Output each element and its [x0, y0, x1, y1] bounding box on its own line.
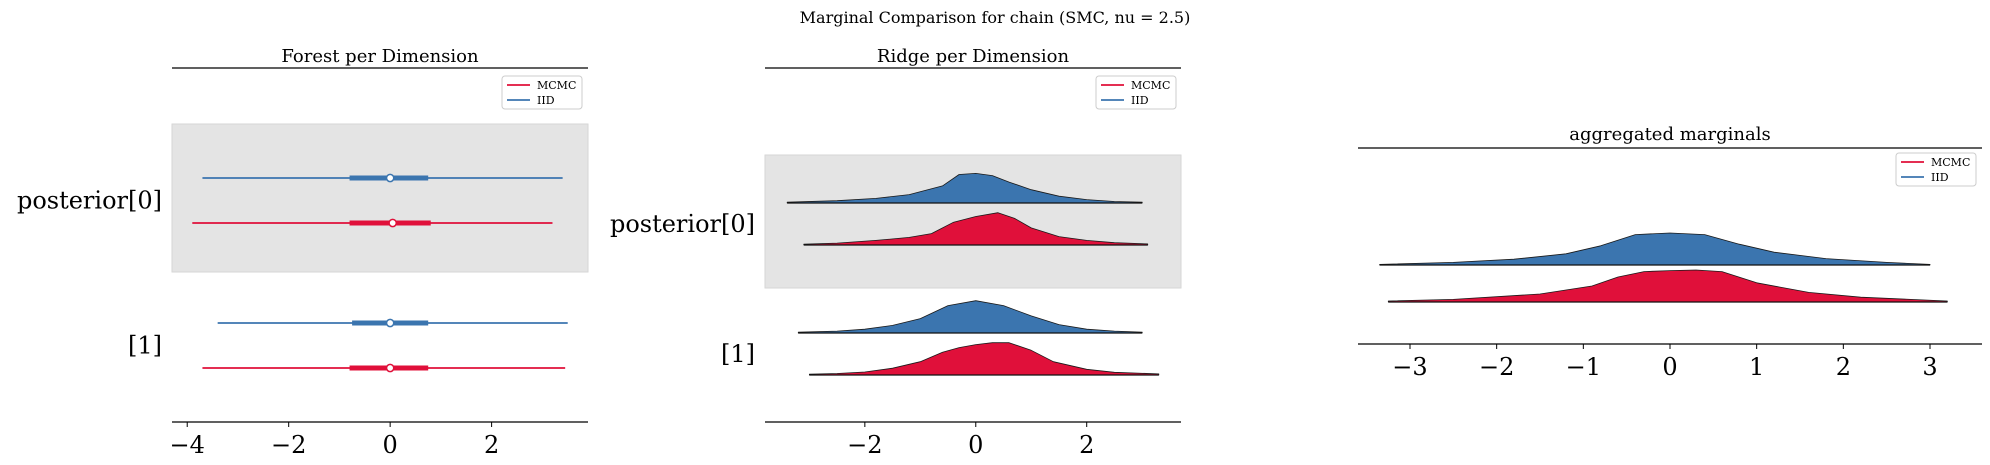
median-point — [385, 318, 395, 328]
figure-title: Marginal Comparison for chain (SMC, nu =… — [800, 8, 1191, 27]
ridge-panel: Ridge per Dimension posterior[0] [1] −2 0 2 MC… — [610, 46, 1182, 459]
panel-title: aggregated marginals — [1569, 124, 1770, 145]
legend-label: IID — [1931, 171, 1949, 184]
legend-label: MCMC — [537, 79, 576, 92]
legend-label: MCMC — [1131, 79, 1170, 92]
median-point — [388, 218, 398, 228]
density-ridge — [786, 173, 1143, 204]
density-ridge — [803, 212, 1149, 246]
x-tick-label: −2 — [847, 431, 882, 459]
legend-label: MCMC — [1931, 156, 1970, 169]
x-tick-label: 0 — [968, 431, 983, 459]
row-label: [1] — [128, 332, 162, 360]
x-tick-label: 2 — [1079, 431, 1094, 459]
x-tick-label: 0 — [1662, 353, 1677, 381]
x-tick-label: 2 — [484, 431, 499, 459]
forest-panel: Forest per Dimension posterior[0] [1] −4 −2 0… — [17, 46, 589, 459]
x-tick-label: −1 — [1566, 353, 1601, 381]
x-tick-label: 2 — [1836, 353, 1851, 381]
median-point — [385, 173, 395, 183]
x-tick-label: −2 — [271, 431, 306, 459]
x-tick-label: 3 — [1922, 353, 1937, 381]
density-ridge — [1379, 232, 1931, 266]
density-ridge — [797, 300, 1143, 334]
median-point — [385, 363, 395, 373]
density-ridge — [808, 342, 1160, 376]
panel-title: Ridge per Dimension — [877, 46, 1070, 67]
row-label: [1] — [721, 340, 755, 368]
row-label: posterior[0] — [17, 187, 162, 215]
density-ridge — [1387, 269, 1948, 303]
legend-label: IID — [1131, 94, 1149, 107]
x-tick-label: −4 — [170, 431, 205, 459]
panel-title: Forest per Dimension — [281, 46, 479, 67]
aggregated-panel: aggregated marginals −3 −2 −1 0 1 2 3 MCMC IID — [1358, 124, 1982, 381]
x-tick-label: −2 — [1479, 353, 1514, 381]
x-tick-label: −3 — [1392, 353, 1427, 381]
x-tick-label: 0 — [383, 431, 398, 459]
x-tick-label: 1 — [1749, 353, 1764, 381]
row-label: posterior[0] — [610, 210, 755, 238]
legend-label: IID — [537, 94, 555, 107]
row-band — [171, 123, 589, 273]
